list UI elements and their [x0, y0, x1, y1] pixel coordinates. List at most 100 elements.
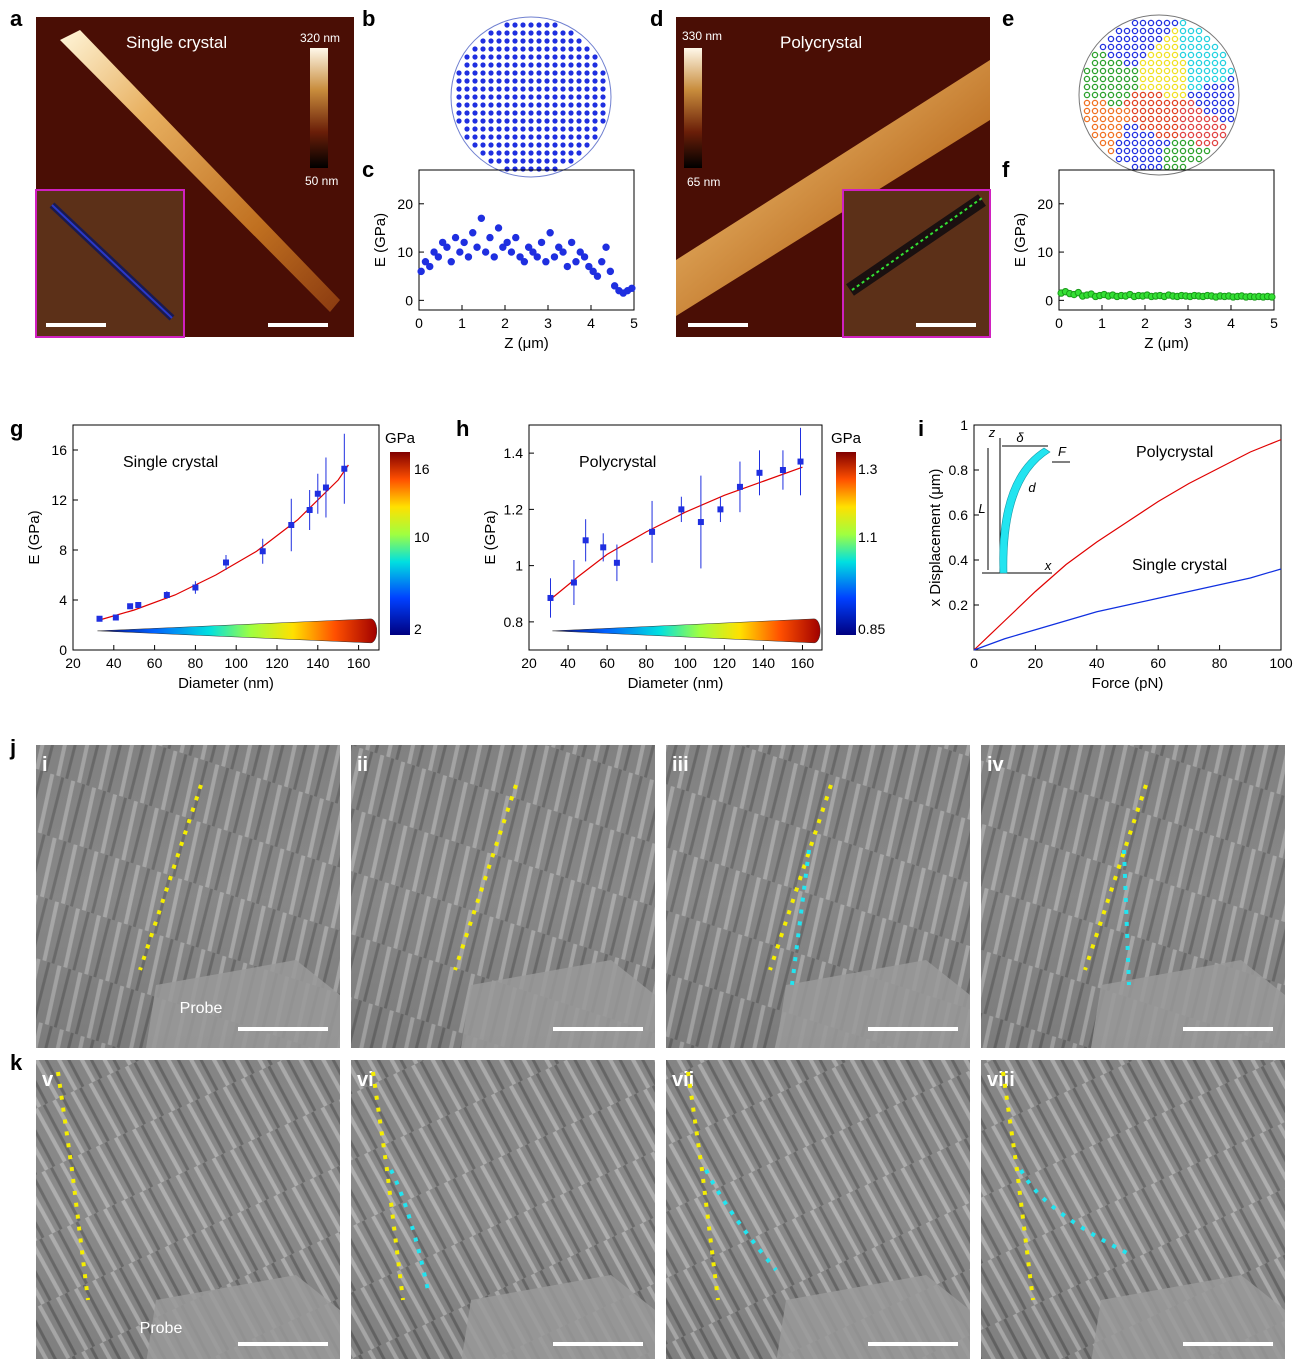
grain-atom — [1107, 107, 1115, 115]
grain-atom — [1163, 51, 1171, 59]
grain-atom — [1171, 67, 1179, 75]
grain-atom — [1091, 67, 1099, 75]
grain-atom — [1219, 83, 1227, 91]
chart-i: 0 20 40 60 80 100 0.2 0.4 0.6 0.8 1 Force (pN) x Dis… — [927, 417, 1293, 692]
x-tick-label: 60 — [147, 655, 163, 671]
grain-atom — [1171, 83, 1179, 91]
colorbar-max-label: 330 nm — [682, 29, 722, 43]
lattice-atom — [520, 134, 526, 140]
lattice-atom — [512, 118, 518, 124]
grain-atom — [1219, 115, 1227, 123]
data-point — [322, 484, 329, 491]
lattice-atom — [512, 22, 518, 28]
lattice-atom — [528, 118, 534, 124]
lattice-atom — [584, 70, 590, 76]
data-point — [606, 267, 615, 276]
lattice-atom — [584, 54, 590, 60]
grain-atom — [1219, 123, 1227, 131]
grain-atom — [1091, 75, 1099, 83]
lattice-atom — [504, 78, 510, 84]
grain-atom — [1171, 91, 1179, 99]
grain-atom — [1123, 83, 1131, 91]
data-point — [572, 258, 580, 266]
grain-atom — [1083, 107, 1091, 115]
lattice-atom — [528, 142, 534, 148]
yellow-path — [371, 1071, 405, 1301]
grain-atom — [1195, 51, 1203, 59]
grain-atom — [1139, 83, 1147, 91]
grain-atom — [1099, 83, 1107, 91]
y-tick-label: 4 — [59, 592, 67, 608]
grain-atom — [1179, 155, 1187, 163]
lattice-atom — [488, 86, 494, 92]
lattice-atom — [552, 86, 558, 92]
grain-atom — [1131, 51, 1139, 59]
y-tick-label: 12 — [51, 492, 67, 508]
y-tick-label: 1 — [515, 558, 523, 574]
grain-atom — [1155, 155, 1163, 163]
lattice-atom — [576, 38, 582, 44]
x-tick-label: 60 — [599, 655, 615, 671]
data-point — [447, 258, 455, 266]
grain-atom — [1219, 59, 1227, 67]
x-tick-label: 120 — [713, 655, 737, 671]
grain-atom — [1179, 75, 1187, 83]
lattice-atom — [512, 78, 518, 84]
lattice-atom — [536, 54, 542, 60]
grain-atom — [1163, 35, 1171, 43]
grain-atom — [1155, 51, 1163, 59]
grain-atom — [1115, 91, 1123, 99]
grain-atom — [1171, 19, 1179, 27]
data-point — [585, 262, 593, 271]
grain-atom — [1139, 131, 1147, 139]
lattice-atom — [552, 22, 558, 28]
lattice-atom — [568, 118, 574, 124]
lattice-atom — [576, 126, 582, 132]
lattice-atom — [552, 54, 558, 60]
grain-atom — [1171, 51, 1179, 59]
grain-atom — [1123, 147, 1131, 155]
lattice-atom — [560, 110, 566, 116]
lattice-atom — [480, 54, 486, 60]
grain-atom — [1131, 147, 1139, 155]
grain-atom — [1155, 75, 1163, 83]
lattice-atom — [456, 78, 462, 84]
grain-atom — [1211, 51, 1219, 59]
lattice-atom — [592, 78, 598, 84]
x-axis-label: Diameter (nm) — [628, 675, 724, 692]
grain-atom — [1195, 59, 1203, 67]
lattice-atom — [488, 150, 494, 156]
data-point — [559, 248, 567, 256]
lattice-atom — [568, 142, 574, 148]
x-tick-label: 20 — [65, 655, 81, 671]
lattice-atom — [528, 134, 534, 140]
lattice-atom — [584, 62, 590, 68]
lattice-atom — [576, 94, 582, 100]
grain-atom — [1091, 115, 1099, 123]
grain-atom — [1115, 107, 1123, 115]
colorbar-min-label: 50 nm — [305, 174, 338, 188]
grain-atom — [1107, 139, 1115, 147]
sem-frame-label: i — [42, 754, 48, 776]
grain-atom — [1187, 107, 1195, 115]
lattice-atom — [504, 166, 510, 172]
grain-atom — [1203, 99, 1211, 107]
grain-atom — [1163, 99, 1171, 107]
y-axis-label: E (GPa) — [482, 510, 499, 564]
lattice-atom — [464, 86, 470, 92]
y-tick-label: 0.4 — [949, 552, 969, 568]
x-tick-label: 2 — [1141, 315, 1149, 331]
grain-atom — [1115, 155, 1123, 163]
lattice-atom — [560, 126, 566, 132]
grain-atom — [1195, 139, 1203, 147]
lattice-atom — [520, 22, 526, 28]
lattice-atom — [560, 150, 566, 156]
data-point — [460, 238, 468, 247]
y-axis-label: E (GPa) — [1012, 213, 1029, 267]
grain-atom — [1123, 155, 1131, 163]
grain-atom — [1139, 75, 1147, 83]
lattice-atom — [504, 118, 510, 124]
lattice-atom — [456, 118, 462, 124]
lattice-atom — [600, 86, 606, 92]
